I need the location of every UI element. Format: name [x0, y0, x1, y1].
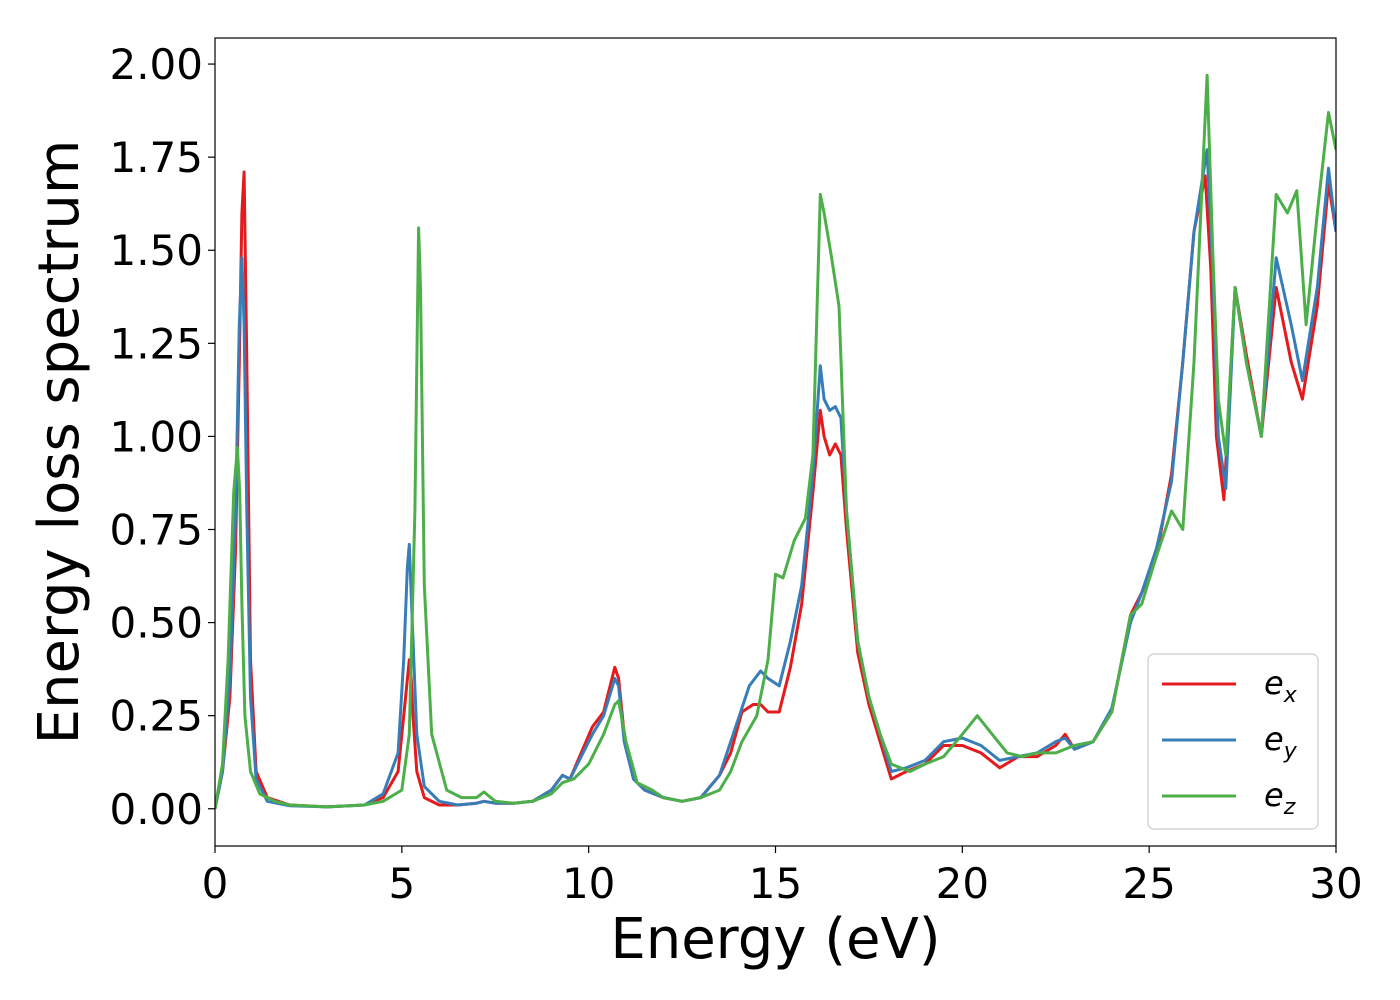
x-tick-label: 25: [1122, 859, 1175, 908]
x-axis: 0 5 10 15 20 25 30: [202, 846, 1363, 908]
y-tick-label: 1.75: [109, 133, 203, 182]
x-tick-label: 5: [388, 859, 415, 908]
series-layer: [215, 73, 1336, 810]
x-tick-label: 10: [562, 859, 615, 908]
series-line-e-z: [215, 73, 1336, 810]
legend: ex ey ez: [1147, 653, 1319, 830]
y-tick-label: 0.00: [109, 785, 203, 834]
x-tick-label: 30: [1309, 859, 1362, 908]
y-tick-label: 1.25: [109, 319, 203, 368]
legend-label-e-z: ez: [1264, 776, 1296, 820]
x-tick-label: 20: [936, 859, 989, 908]
legend-label-e-y: ey: [1264, 720, 1298, 764]
x-tick-label: 15: [749, 859, 802, 908]
y-tick-label: 0.50: [109, 599, 203, 648]
y-tick-label: 1.00: [109, 412, 203, 461]
y-axis-label: Energy loss spectrum: [27, 140, 92, 745]
x-tick-label: 0: [202, 859, 229, 908]
y-axis: 0.00 0.25 0.50 0.75 1.00 1.25 1.50 1.75 2.00: [109, 40, 215, 834]
series-line-e-y: [215, 148, 1336, 810]
y-tick-label: 0.75: [109, 506, 203, 555]
x-axis-label: Energy (eV): [610, 907, 940, 972]
y-tick-label: 1.50: [109, 226, 203, 275]
y-tick-label: 0.25: [109, 692, 203, 741]
legend-label-e-x: ex: [1264, 664, 1298, 708]
y-tick-label: 2.00: [109, 40, 203, 89]
